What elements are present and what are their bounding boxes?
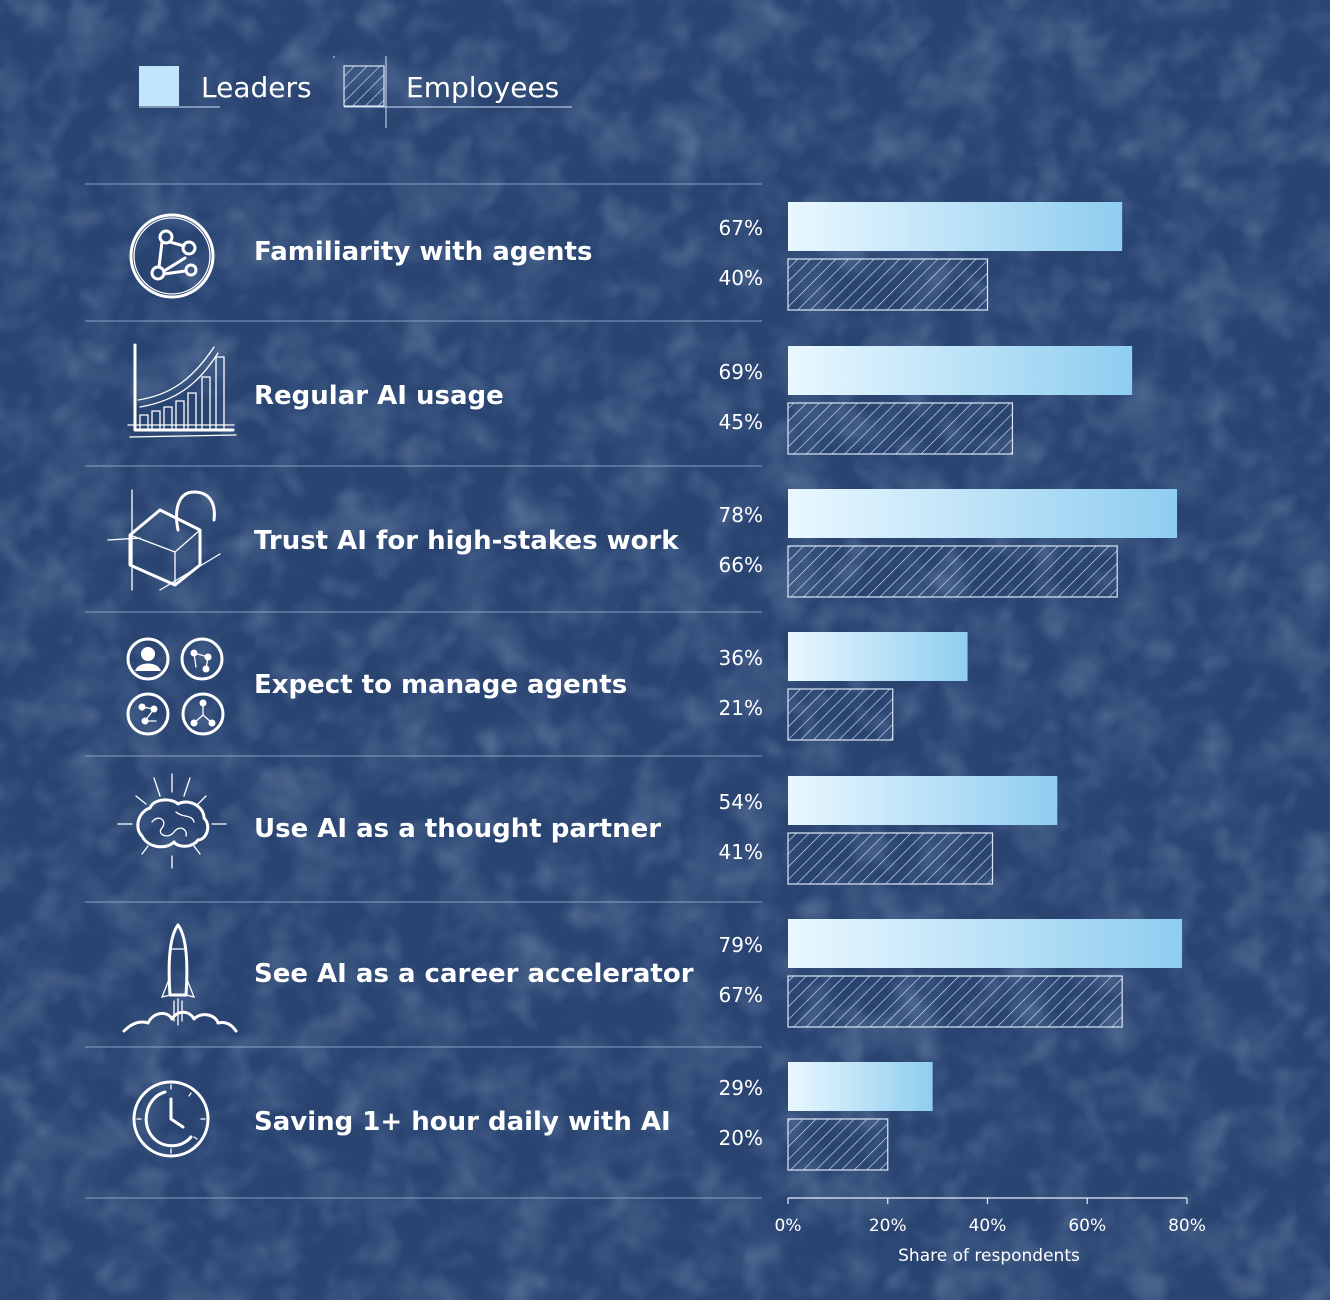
legend-label-employees: Employees (406, 71, 559, 104)
x-axis-title: Share of respondents (898, 1246, 1080, 1266)
category-label-saving-time: Saving 1+ hour daily with AI (254, 1107, 671, 1137)
bar-employees-3 (787, 688, 894, 741)
value-label-leaders-5: 79% (719, 933, 763, 957)
bar-marks: 67% 40% 69% 45% 78% 66% 36% 21% 54% 41% 79% 67% 29% 2… (719, 202, 1183, 1171)
category-label-manage-agents: Expect to manage agents (254, 670, 627, 700)
value-label-employees-1: 45% (719, 410, 763, 434)
value-label-leaders-4: 54% (719, 790, 763, 814)
x-tick-label-3: 60% (1068, 1216, 1106, 1236)
value-label-leaders-0: 67% (719, 216, 763, 240)
category-label-thought-partner: Use AI as a thought partner (254, 814, 661, 844)
rocket-icon (122, 923, 238, 1033)
bar-employees-1 (787, 402, 1014, 455)
value-label-employees-5: 67% (719, 983, 763, 1007)
category-label-career: See AI as a career accelerator (254, 959, 694, 989)
x-tick-label-1: 20% (869, 1216, 907, 1236)
value-label-leaders-2: 78% (719, 503, 763, 527)
category-label-familiarity: Familiarity with agents (254, 237, 592, 267)
legend-label-leaders: Leaders (201, 71, 312, 104)
bar-leaders-1 (788, 346, 1133, 395)
x-axis: 0% 20% 40% 60% 80% (775, 1197, 1206, 1236)
value-label-leaders-3: 36% (719, 646, 763, 670)
value-label-employees-3: 21% (719, 696, 763, 720)
bar-leaders-4 (788, 776, 1058, 825)
bar-employees-6 (787, 1118, 889, 1171)
agents-grid-icon (126, 637, 225, 736)
value-label-employees-0: 40% (719, 266, 763, 290)
x-tick-label-2: 40% (969, 1216, 1007, 1236)
value-label-employees-6: 20% (719, 1126, 763, 1150)
value-label-employees-2: 66% (719, 553, 763, 577)
bar-employees-2 (787, 545, 1118, 598)
bar-employees-4 (787, 832, 994, 885)
row-separators (85, 183, 762, 1199)
bar-employees-0 (787, 258, 989, 311)
clock-icon (132, 1080, 210, 1158)
bar-growth-icon (127, 343, 237, 438)
bar-employees-5 (787, 975, 1123, 1028)
category-labels: Familiarity with agents Regular AI usage… (254, 237, 694, 1137)
brain-icon (117, 773, 227, 869)
value-label-leaders-6: 29% (719, 1076, 763, 1100)
bar-leaders-2 (788, 489, 1178, 538)
bar-leaders-6 (788, 1062, 933, 1111)
bar-leaders-0 (788, 202, 1123, 251)
network-icon (129, 213, 215, 299)
open-lock-icon (107, 489, 221, 591)
bar-leaders-3 (788, 632, 968, 681)
legend: Leaders Employees (139, 56, 572, 128)
x-tick-label-0: 0% (775, 1216, 802, 1236)
value-label-leaders-1: 69% (719, 360, 763, 384)
category-label-regular-usage: Regular AI usage (254, 381, 504, 411)
bar-leaders-5 (788, 919, 1183, 968)
category-label-trust: Trust AI for high-stakes work (254, 526, 679, 556)
value-label-employees-4: 41% (719, 840, 763, 864)
legend-swatch-employees (343, 65, 385, 107)
x-tick-label-4: 80% (1168, 1216, 1206, 1236)
legend-swatch-leaders (139, 66, 179, 106)
